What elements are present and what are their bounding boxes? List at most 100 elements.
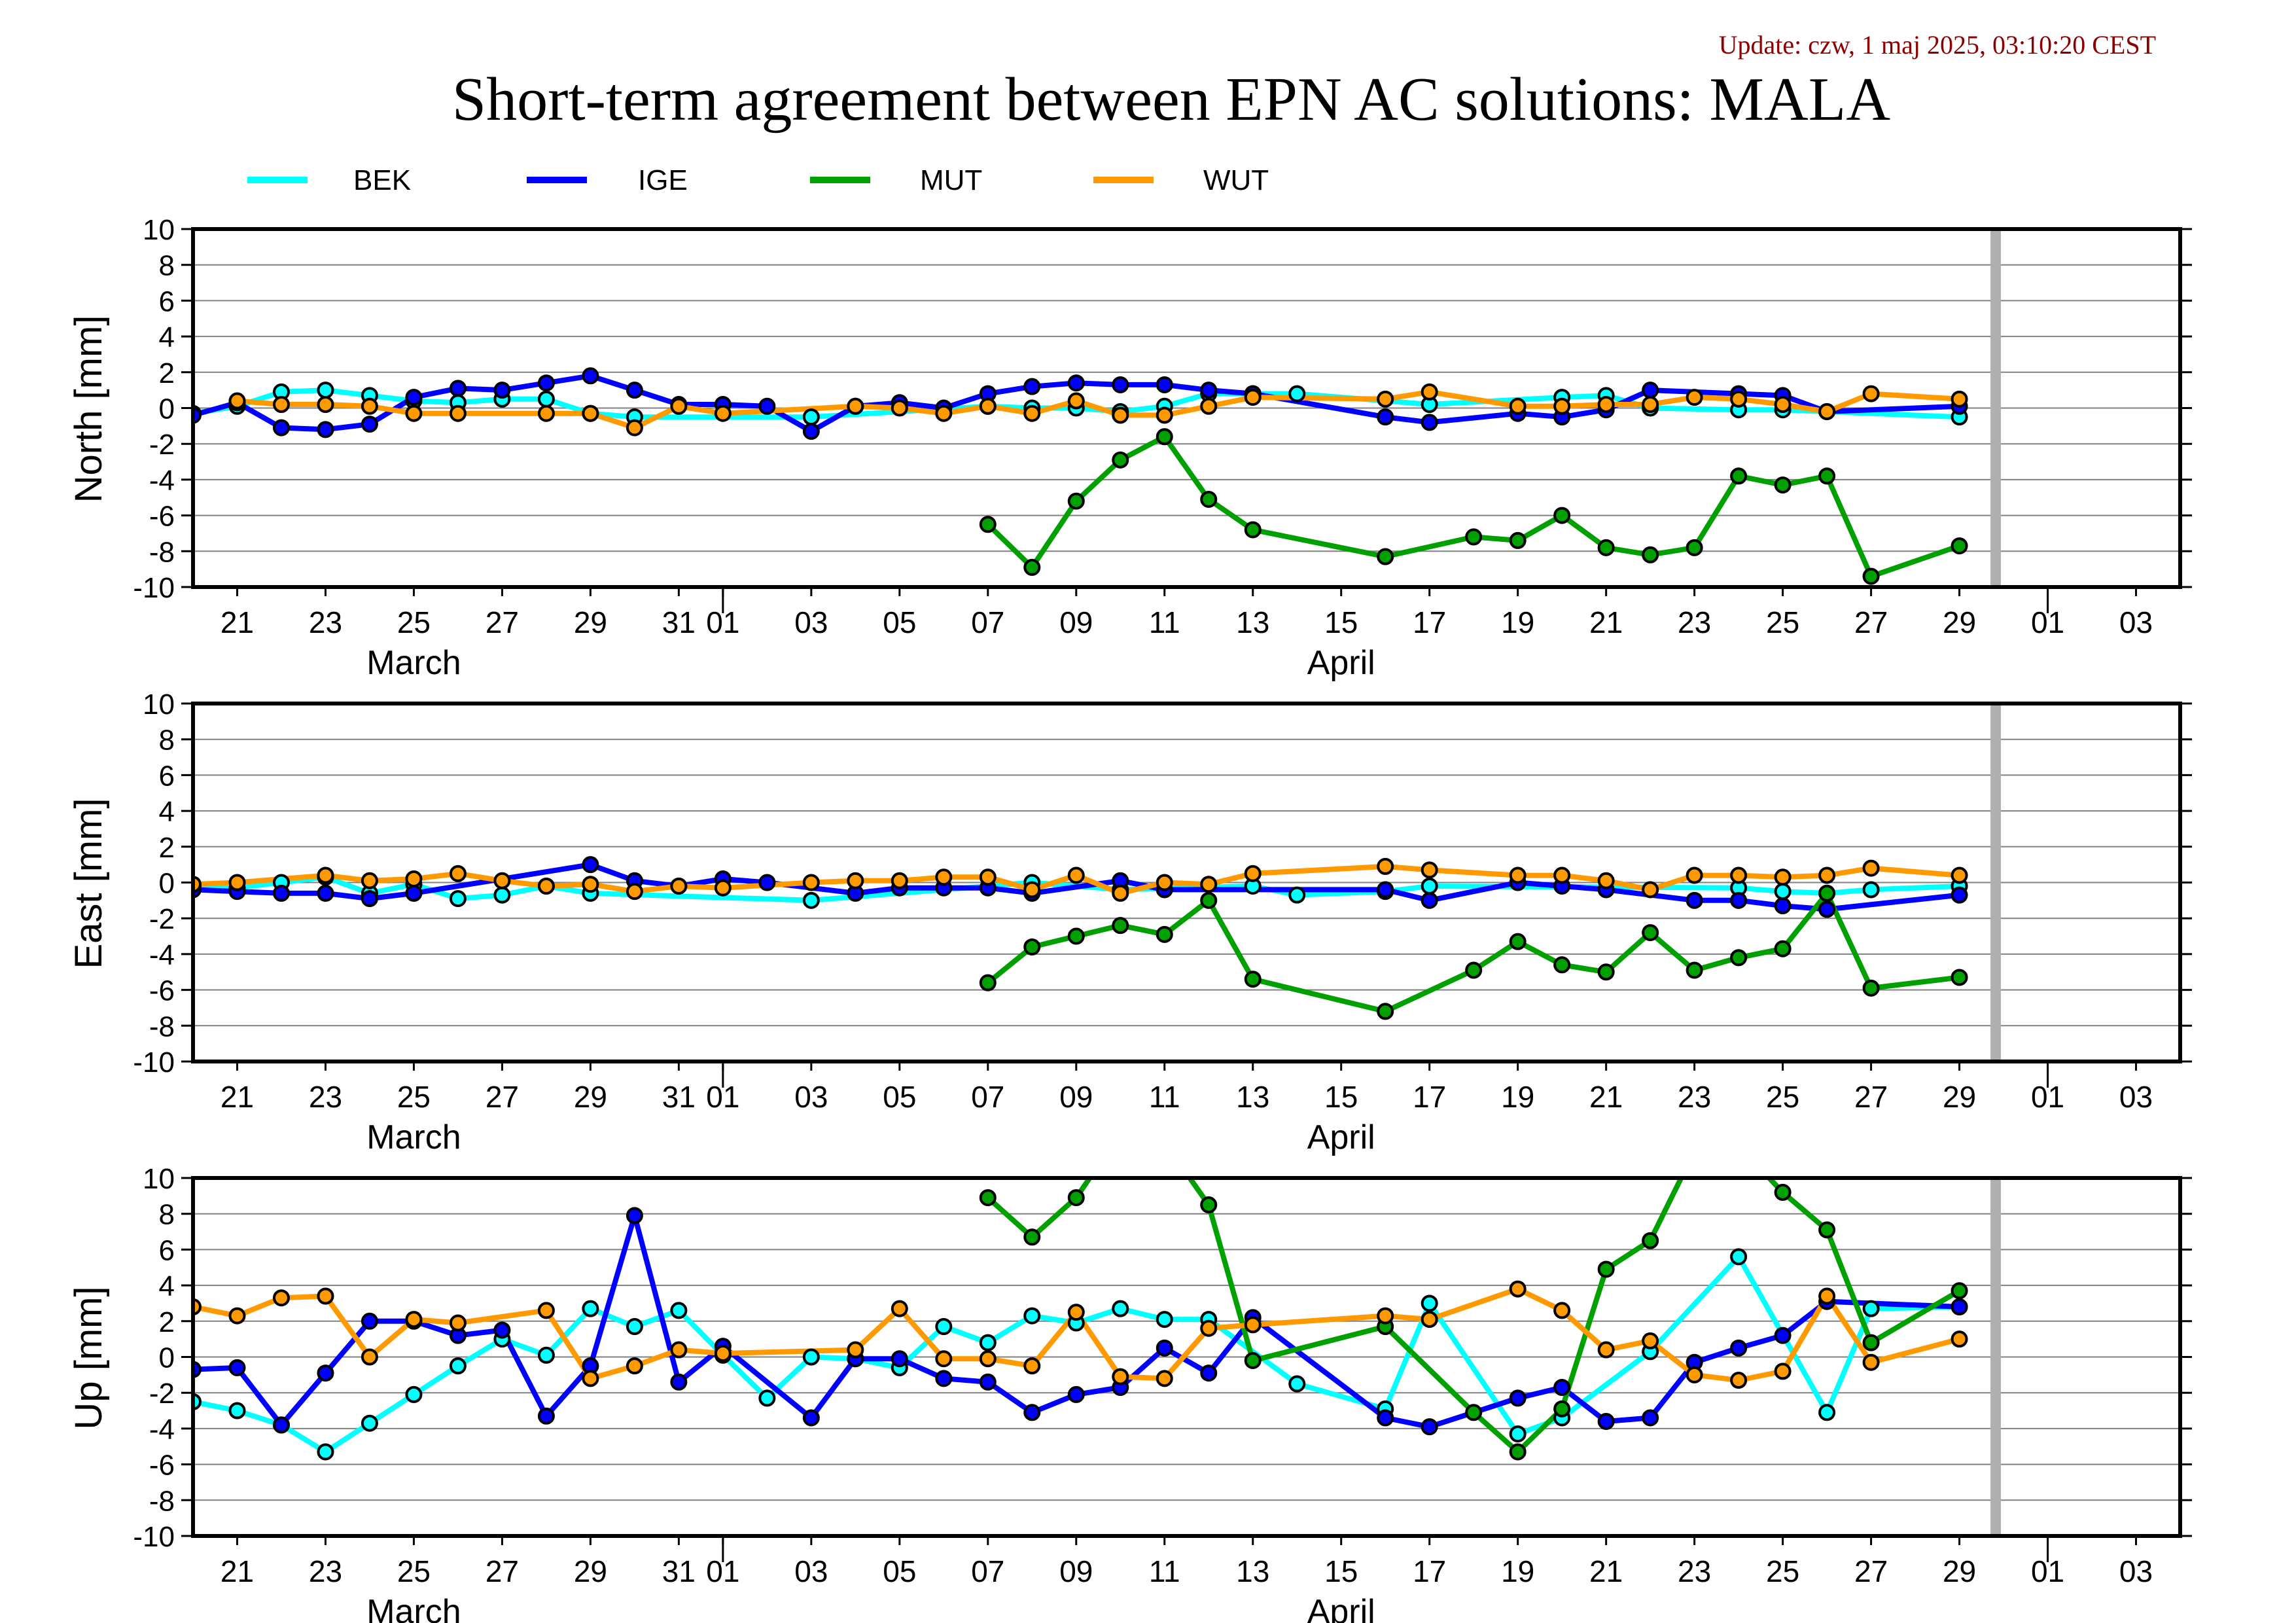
- data-point-mut: [1951, 969, 1968, 986]
- series-line-bek: [193, 874, 1960, 903]
- y-tick-label: -2: [149, 1378, 175, 1410]
- x-month-label: March: [366, 1118, 461, 1156]
- data-point-ige: [1686, 891, 1703, 909]
- y-axis-label-north: North [mm]: [67, 315, 110, 503]
- legend-label-wut: WUT: [1203, 164, 1269, 196]
- data-point-mut: [1597, 963, 1615, 981]
- x-tick-label: 01: [2031, 605, 2064, 639]
- data-point-ige: [272, 419, 290, 437]
- data-point-ige: [317, 884, 334, 902]
- data-point-mut: [1642, 924, 1659, 942]
- x-tick-label: 27: [1854, 605, 1888, 639]
- data-point-wut: [1200, 1319, 1218, 1337]
- series-line-mut: [986, 890, 1960, 1014]
- data-point-wut: [891, 399, 908, 417]
- data-point-wut: [1200, 397, 1218, 415]
- x-tick-label: 05: [883, 1080, 916, 1114]
- data-point-wut: [1686, 866, 1703, 884]
- data-point-bek: [537, 390, 555, 408]
- data-point-wut: [1730, 866, 1748, 884]
- legend-label-bek: BEK: [353, 164, 411, 196]
- data-point-ige: [1421, 1418, 1438, 1436]
- data-point-ige: [1377, 1409, 1394, 1427]
- x-month-label: April: [1307, 1118, 1375, 1156]
- data-point-wut: [1642, 881, 1659, 899]
- legend-item-mut: MUT: [810, 164, 982, 196]
- x-tick-label: 09: [1059, 605, 1093, 639]
- data-point-wut: [1023, 404, 1041, 422]
- data-point-mut: [1818, 1221, 1836, 1239]
- series-layer: [193, 367, 1968, 585]
- y-tick-label: 2: [159, 1306, 175, 1338]
- data-point-ige: [1421, 414, 1438, 431]
- x-tick-label: 11: [1149, 605, 1180, 639]
- data-point-wut: [537, 1302, 555, 1319]
- data-point-wut: [1112, 406, 1129, 424]
- x-tick-label: 21: [1589, 1080, 1623, 1114]
- data-point-ige: [1067, 1385, 1085, 1403]
- data-point-mut: [1023, 938, 1041, 955]
- current-date-marker: [1990, 230, 2002, 586]
- data-point-mut: [1687, 1144, 1702, 1158]
- data-point-wut: [228, 874, 246, 891]
- data-point-mut: [1951, 1282, 1968, 1300]
- data-point-ige: [405, 884, 423, 902]
- data-point-wut: [1818, 866, 1836, 884]
- y-tick-label: -6: [149, 1450, 175, 1482]
- x-tick-label: 15: [1324, 1554, 1358, 1588]
- x-tick-label: 09: [1059, 1080, 1093, 1114]
- data-point-mut: [1200, 490, 1218, 508]
- y-tick-label: 0: [159, 393, 175, 425]
- data-point-ige: [582, 856, 599, 874]
- data-point-mut: [1730, 949, 1748, 967]
- data-point-ige: [802, 1409, 820, 1427]
- data-point-ige: [1597, 1412, 1615, 1430]
- data-point-wut: [935, 868, 953, 886]
- data-point-wut: [582, 1370, 599, 1387]
- data-point-wut: [1730, 1372, 1748, 1389]
- data-point-wut: [1686, 1366, 1703, 1383]
- data-point-wut: [714, 879, 732, 897]
- x-tick-label: 17: [1413, 605, 1446, 639]
- x-tick-label: 21: [1589, 1554, 1623, 1588]
- data-point-mut: [979, 516, 997, 533]
- x-tick-label: 29: [574, 1080, 607, 1114]
- x-tick-label: 07: [971, 605, 1004, 639]
- data-point-bek: [1421, 877, 1438, 895]
- data-point-ige: [935, 1370, 953, 1387]
- x-tick-label: 29: [1943, 1080, 1976, 1114]
- data-point-mut: [1509, 933, 1527, 950]
- data-point-wut: [537, 404, 555, 422]
- x-tick-label: 19: [1501, 605, 1534, 639]
- data-point-bek: [228, 1402, 246, 1419]
- data-point-ige: [493, 382, 511, 399]
- panel-up: Up [mm] -10 -8-6 -4 -2 0 2 4 68 10 21 23 25 27 29 31 01…: [67, 1144, 2192, 1623]
- data-point-mut: [1067, 492, 1085, 510]
- data-point-ige: [1377, 408, 1394, 426]
- x-tick-label: 27: [486, 1080, 519, 1114]
- data-point-wut: [1023, 1357, 1041, 1375]
- data-point-ige: [361, 416, 378, 433]
- data-point-wut: [228, 1307, 246, 1325]
- data-point-ige: [1156, 376, 1173, 393]
- data-point-mut: [1377, 1003, 1394, 1020]
- x-tick-label: 01: [706, 1554, 739, 1588]
- data-point-ige: [582, 367, 599, 385]
- data-point-wut: [361, 872, 378, 889]
- data-point-bek: [317, 1443, 334, 1461]
- data-point-mut: [1818, 884, 1836, 902]
- x-tick-label: 17: [1413, 1080, 1446, 1114]
- data-point-wut: [1818, 402, 1836, 420]
- legend-item-ige: IGE: [527, 164, 688, 196]
- y-tick-label: -8: [149, 1485, 175, 1517]
- data-point-bek: [582, 1300, 599, 1317]
- data-point-ige: [1642, 1409, 1659, 1427]
- x-tick-label: 27: [486, 1554, 519, 1588]
- data-point-mut: [1509, 1443, 1527, 1461]
- x-tick-label: 25: [1766, 1080, 1799, 1114]
- y-tick-label: -10: [133, 1046, 175, 1079]
- data-point-wut: [891, 872, 908, 889]
- data-point-ige: [758, 397, 776, 415]
- data-point-wut: [1023, 881, 1041, 899]
- data-point-wut: [1818, 1287, 1836, 1305]
